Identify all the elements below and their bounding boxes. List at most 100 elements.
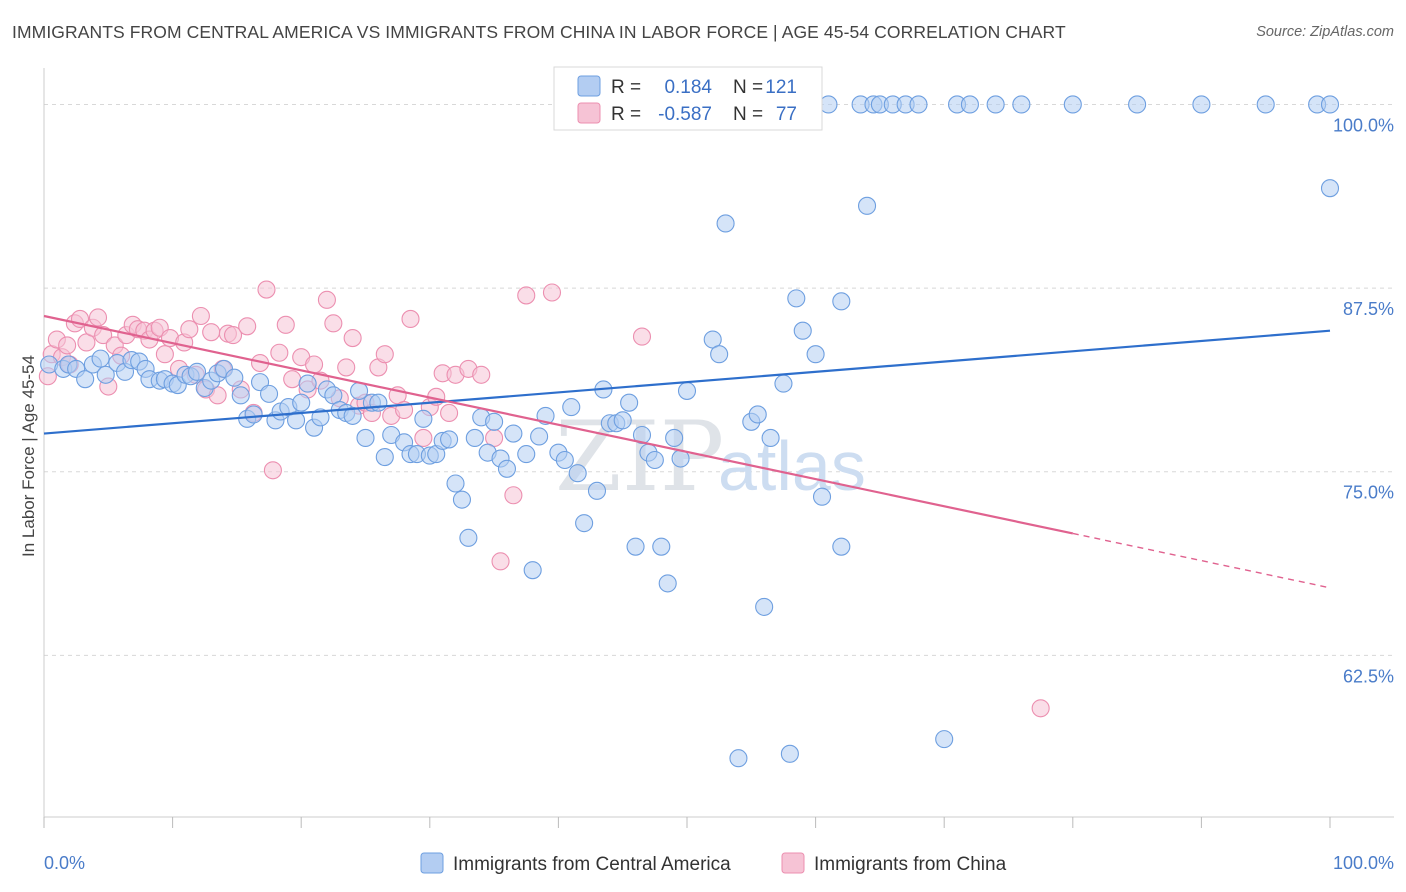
point-china [504, 486, 523, 505]
point-central-america [356, 428, 375, 448]
point-central-america [452, 490, 472, 509]
point-central-america [414, 409, 433, 428]
point-central-america [504, 424, 523, 443]
point-central-america [231, 386, 250, 405]
chart-title: IMMIGRANTS FROM CENTRAL AMERICA VS IMMIG… [12, 22, 1066, 42]
point-china [517, 286, 536, 305]
point-central-america [613, 411, 632, 430]
point-china [276, 315, 295, 334]
point-china [223, 326, 243, 345]
point-china [155, 345, 174, 364]
watermark-zip: ZIP [555, 401, 724, 513]
point-china [401, 309, 420, 328]
y-tick-label: 62.5% [1343, 666, 1394, 686]
point-china [58, 336, 77, 355]
point-central-america [960, 95, 979, 114]
point-central-america [716, 214, 735, 233]
point-china [1031, 699, 1050, 718]
point-central-america [311, 408, 330, 427]
point-central-america [446, 474, 465, 493]
series-legend-label-china: Immigrants from China [814, 854, 1007, 875]
stats-legend-n-label-pink: N = [733, 104, 763, 125]
point-central-america [440, 430, 459, 449]
point-china [337, 358, 356, 377]
point-central-america [857, 196, 877, 215]
point-central-america [626, 537, 645, 556]
stats-legend-r-label-blue: R = [611, 77, 641, 98]
series-legend-swatch-china [781, 852, 805, 874]
point-central-america [729, 749, 748, 768]
x-tick-label-min: 0.0% [44, 853, 85, 873]
point-china [472, 365, 491, 384]
stats-legend-n-value-blue: 121 [765, 77, 797, 98]
point-central-america [986, 95, 1005, 114]
point-central-america [568, 464, 587, 483]
stats-legend-swatch-pink [577, 102, 601, 124]
stats-legend-r-value-pink: -0.587 [658, 104, 712, 125]
point-central-america [91, 349, 110, 368]
point-central-america [343, 406, 362, 425]
point-central-america [677, 381, 697, 400]
point-china [317, 290, 336, 309]
point-central-america [244, 405, 263, 424]
trendline-central-america [43, 329, 1331, 435]
point-china [94, 326, 113, 345]
y-tick-label: 75.0% [1343, 483, 1394, 503]
point-central-america [1128, 95, 1147, 114]
series-legend-label-central-america: Immigrants from Central America [453, 854, 731, 875]
point-china [542, 283, 562, 302]
point-central-america [575, 514, 594, 533]
stats-legend-r-label-pink: R = [611, 104, 641, 125]
point-central-america [375, 447, 394, 467]
point-central-america [793, 321, 812, 340]
point-china [283, 370, 302, 389]
point-central-america [287, 411, 306, 430]
series-legend: Immigrants from Central America Immigran… [420, 852, 1007, 875]
point-central-america [832, 537, 851, 556]
point-central-america [658, 574, 677, 593]
point-central-america [259, 384, 279, 403]
trendline-china-extrapolated [1072, 532, 1331, 589]
stats-legend-swatch-blue [577, 75, 601, 97]
point-central-america [225, 368, 244, 387]
point-central-america [497, 459, 517, 478]
point-central-america [665, 428, 684, 448]
point-china [191, 306, 210, 326]
point-central-america [935, 730, 954, 749]
y-axis-tick-labels: 62.5% 75.0% 87.5% 100.0% [1333, 115, 1394, 686]
watermark: ZIP atlas [555, 401, 866, 513]
point-central-america [1320, 95, 1340, 114]
point-central-america [1012, 95, 1031, 114]
point-central-america [787, 289, 806, 308]
stats-legend: R = 0.184 N = 121 R = -0.587 N = 77 [553, 66, 823, 131]
point-central-america [774, 374, 793, 393]
point-central-america [806, 345, 825, 364]
point-china [375, 345, 394, 364]
point-central-america [761, 428, 780, 448]
point-central-america [812, 487, 832, 506]
y-tick-label: 87.5% [1343, 299, 1394, 319]
series-legend-swatch-central-america [420, 852, 444, 874]
point-china [343, 328, 362, 348]
x-axis-ticks [43, 817, 1331, 828]
stats-legend-n-value-pink: 77 [776, 104, 797, 125]
point-central-america [298, 374, 317, 393]
point-central-america [780, 744, 799, 763]
y-axis-title: In Labor Force | Age 45-54 [19, 355, 38, 557]
point-central-america [459, 528, 478, 547]
point-central-america [292, 393, 311, 412]
point-central-america [645, 450, 664, 470]
series-central-america-points [40, 95, 1340, 768]
y-tick-label: 100.0% [1333, 115, 1394, 135]
point-china [238, 317, 257, 336]
point-central-america [465, 428, 484, 448]
point-china [440, 403, 459, 423]
point-central-america [485, 412, 504, 431]
point-china [414, 428, 433, 448]
stats-legend-n-label-blue: N = [733, 77, 763, 98]
point-central-america [530, 427, 549, 446]
point-china [263, 461, 282, 480]
trendline-china [43, 314, 1074, 535]
stats-legend-r-value-blue: 0.184 [664, 77, 712, 98]
